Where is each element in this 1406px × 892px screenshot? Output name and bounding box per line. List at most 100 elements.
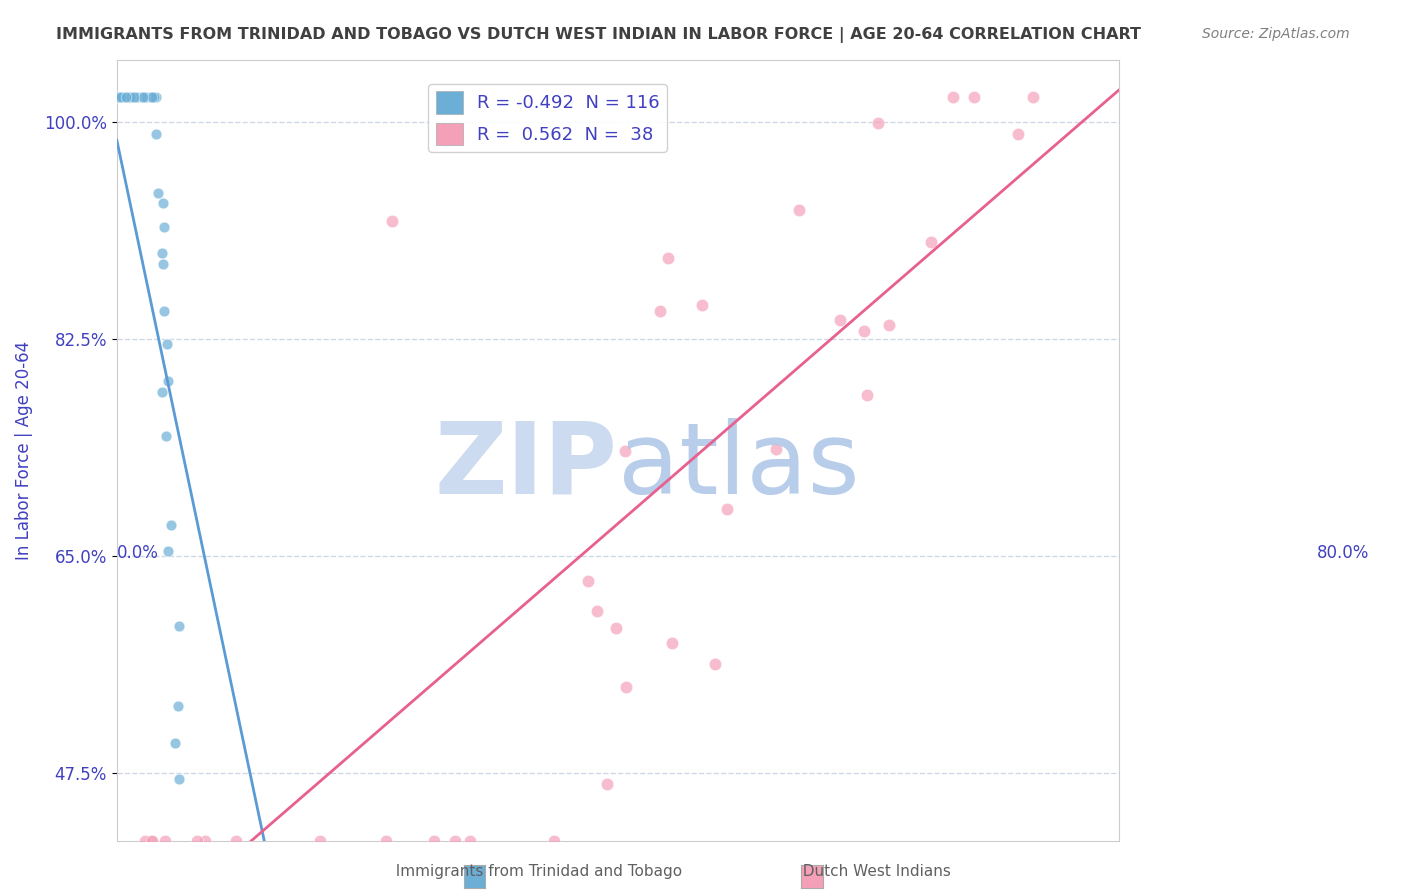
Point [866,116,889,130]
Text: Immigrants from Trinidad and Tobago: Immigrants from Trinidad and Tobago [387,863,682,879]
Point [139,834,162,848]
Point [107,90,129,104]
Point [115,90,138,104]
Point [153,304,176,318]
Point [139,90,162,104]
Point [132,90,155,104]
Point [128,90,150,104]
Point [134,90,156,104]
Point [156,543,179,558]
Point [1007,127,1029,141]
Point [160,518,183,533]
Point [543,834,565,848]
Point [765,442,787,456]
Text: Source: ZipAtlas.com: Source: ZipAtlas.com [1202,27,1350,41]
Point [117,90,139,104]
Point [381,214,404,228]
Point [128,90,150,104]
Point [141,834,163,848]
Point [121,90,143,104]
Point [613,444,636,458]
Point [145,90,167,104]
Point [125,90,148,104]
Point [879,318,901,333]
Point [155,428,177,442]
Point [125,90,148,104]
Point [121,90,143,104]
Point [648,303,671,318]
Point [828,313,851,327]
Point [156,336,179,351]
Point [131,90,153,104]
Point [150,245,173,260]
Point [110,90,132,104]
Point [124,90,146,104]
Point [616,680,638,694]
Point [167,772,190,787]
Point [138,90,160,104]
Text: IMMIGRANTS FROM TRINIDAD AND TOBAGO VS DUTCH WEST INDIAN IN LABOR FORCE | AGE 20: IMMIGRANTS FROM TRINIDAD AND TOBAGO VS D… [56,27,1142,43]
Point [139,90,162,104]
Point [423,834,446,848]
Point [186,834,208,848]
Point [152,256,174,270]
Point [124,90,146,104]
Point [308,834,330,848]
Point [156,375,179,389]
Point [117,90,139,104]
Point [117,90,139,104]
Point [110,90,132,104]
Point [716,501,738,516]
Point [586,604,609,618]
Point [105,90,128,104]
Point [152,384,174,399]
Y-axis label: In Labor Force | Age 20-64: In Labor Force | Age 20-64 [15,341,32,560]
Point [107,90,129,104]
Point [855,388,877,402]
Point [118,90,141,104]
Point [134,834,156,848]
Point [120,90,142,104]
Point [596,777,619,791]
Point [920,235,942,250]
Legend: R = -0.492  N = 116, R =  0.562  N =  38: R = -0.492 N = 116, R = 0.562 N = 38 [429,84,666,152]
Point [458,834,481,848]
Point [145,127,167,141]
Point [194,834,217,848]
Point [963,90,986,104]
Point [129,90,152,104]
Point [111,90,134,104]
Text: Dutch West Indians: Dutch West Indians [793,863,950,879]
Point [114,90,136,104]
Point [108,90,131,104]
Point [107,90,129,104]
Point [853,324,876,338]
Point [110,90,132,104]
Point [444,834,467,848]
Point [112,90,135,104]
Point [167,698,190,713]
Point [544,884,567,892]
Point [704,657,727,671]
Point [690,298,713,312]
Text: ZIP: ZIP [434,417,617,515]
Point [152,220,174,235]
Point [128,90,150,104]
Text: 80.0%: 80.0% [1316,544,1369,562]
Point [125,90,148,104]
Point [122,90,145,104]
Point [114,90,136,104]
Point [1022,90,1045,104]
Point [108,90,131,104]
Point [142,90,165,104]
Point [108,90,131,104]
Point [112,90,135,104]
Point [142,90,165,104]
Point [661,636,683,650]
Point [115,90,138,104]
Point [152,196,174,211]
Point [111,90,134,104]
Point [142,90,165,104]
Point [124,90,146,104]
Text: atlas: atlas [617,417,859,515]
